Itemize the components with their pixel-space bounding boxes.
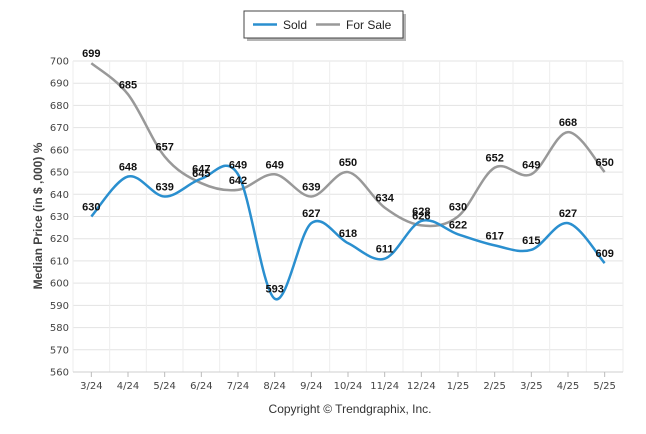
sold-data-label: 639: [155, 182, 173, 194]
legend: Sold For Sale: [243, 10, 406, 41]
y-tick-label: 690: [50, 79, 69, 90]
sold-data-label: 648: [119, 162, 137, 174]
x-tick-label: 2/25: [483, 381, 505, 392]
for-sale-series-line: [90, 62, 606, 228]
sold-data-label: 630: [82, 202, 100, 214]
for-sale-data-label: 642: [229, 175, 247, 187]
sold-data-label: 617: [485, 230, 503, 242]
for-sale-data-label: 634: [375, 193, 394, 205]
sold-data-label: 615: [522, 235, 540, 247]
sold-data-label: 611: [376, 244, 394, 256]
x-tick-label: 9/24: [300, 381, 322, 392]
for-sale-data-label: 645: [192, 168, 210, 180]
y-tick-label: 580: [50, 323, 69, 334]
y-tick-label: 590: [50, 301, 69, 312]
copyright-text: Copyright © Trendgraphix, Inc.: [269, 402, 432, 416]
sold-data-label: 609: [595, 248, 613, 260]
x-axis: 3/24 4/24 5/24 6/24 7/24 8/24 9/24 10/24 11/24 12…: [80, 372, 616, 392]
grid-lines: [72, 60, 624, 373]
for-sale-data-label: 657: [155, 142, 173, 154]
y-tick-label: 560: [50, 368, 69, 379]
x-tick-label: 3/25: [520, 381, 542, 392]
x-tick-label: 1/25: [447, 381, 469, 392]
y-tick-label: 640: [50, 190, 69, 201]
x-tick-label: 7/24: [227, 381, 249, 392]
x-tick-label: 5/25: [593, 381, 615, 392]
x-tick-label: 12/24: [407, 381, 436, 392]
sold-series-line: [90, 164, 606, 301]
sold-data-label: 647: [192, 164, 210, 176]
y-tick-label: 680: [50, 101, 69, 112]
data-labels: 630 648 639 647 649 593 627 618 611 628 622 617 615 6…: [82, 48, 614, 295]
legend-sold-label: Sold: [283, 18, 307, 32]
x-tick-label: 6/24: [190, 381, 212, 392]
x-tick-label: 11/24: [370, 381, 399, 392]
for-sale-data-label: 685: [119, 79, 137, 91]
y-tick-label: 660: [50, 145, 69, 156]
for-sale-data-label: 649: [265, 159, 283, 171]
y-tick-label: 650: [50, 168, 69, 179]
legend-for-sale-label: For Sale: [346, 18, 392, 32]
x-tick-label: 5/24: [153, 381, 175, 392]
y-tick-label: 630: [50, 212, 69, 223]
y-tick-label: 620: [50, 234, 69, 245]
y-tick-label: 700: [50, 57, 69, 68]
x-tick-label: 10/24: [334, 381, 363, 392]
for-sale-data-label: 652: [485, 153, 503, 165]
for-sale-data-label: 668: [559, 117, 577, 129]
sold-data-label: 627: [302, 208, 320, 220]
sold-data-label: 627: [559, 208, 577, 220]
for-sale-data-label: 630: [449, 202, 467, 214]
y-axis-title: Median Price (in $ ,000) %: [31, 142, 45, 289]
sold-data-label: 649: [229, 159, 247, 171]
x-tick-label: 8/24: [263, 381, 285, 392]
x-tick-label: 4/24: [117, 381, 139, 392]
sold-data-label: 628: [412, 206, 430, 218]
x-tick-label: 4/25: [557, 381, 579, 392]
for-sale-data-label: 650: [339, 157, 357, 169]
y-tick-label: 610: [50, 256, 69, 267]
sold-data-label: 622: [449, 219, 467, 231]
y-axis: 560 570 580 590 600 610 620 630 640 650 660 670 680 6…: [50, 57, 69, 379]
sold-data-label: 618: [339, 228, 357, 240]
series-lines: [90, 62, 606, 301]
x-tick-label: 3/24: [80, 381, 102, 392]
y-tick-label: 670: [50, 123, 69, 134]
for-sale-data-label: 626: [412, 210, 430, 222]
for-sale-data-label: 649: [522, 159, 540, 171]
y-tick-label: 600: [50, 279, 69, 290]
for-sale-data-label: 639: [302, 182, 320, 194]
for-sale-data-label: 699: [82, 48, 100, 60]
y-tick-label: 570: [50, 345, 69, 356]
for-sale-data-label: 650: [595, 157, 613, 169]
sold-data-label: 593: [265, 284, 283, 296]
